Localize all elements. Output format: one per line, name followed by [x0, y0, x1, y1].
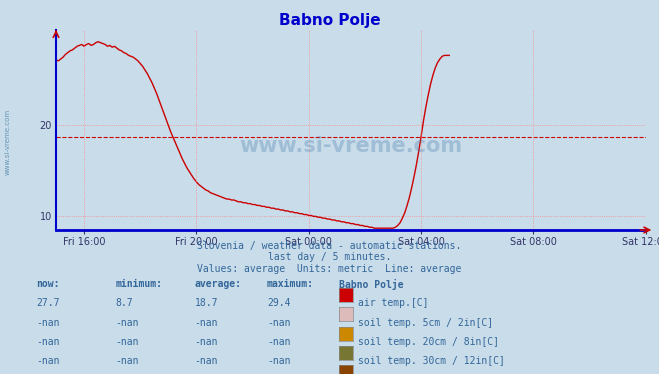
- Text: maximum:: maximum:: [267, 279, 314, 289]
- Text: -nan: -nan: [267, 318, 291, 328]
- Text: 29.4: 29.4: [267, 298, 291, 308]
- Text: 27.7: 27.7: [36, 298, 60, 308]
- Text: Babno Polje: Babno Polje: [339, 279, 404, 289]
- Text: Slovenia / weather data - automatic stations.: Slovenia / weather data - automatic stat…: [197, 241, 462, 251]
- Text: minimum:: minimum:: [115, 279, 162, 289]
- Text: 8.7: 8.7: [115, 298, 133, 308]
- Text: -nan: -nan: [36, 318, 60, 328]
- Text: -nan: -nan: [115, 337, 139, 347]
- Text: -nan: -nan: [194, 337, 218, 347]
- Text: -nan: -nan: [115, 318, 139, 328]
- Text: www.si-vreme.com: www.si-vreme.com: [239, 136, 463, 156]
- Text: soil temp. 20cm / 8in[C]: soil temp. 20cm / 8in[C]: [358, 337, 499, 347]
- Text: -nan: -nan: [36, 337, 60, 347]
- Text: -nan: -nan: [267, 337, 291, 347]
- Text: -nan: -nan: [194, 318, 218, 328]
- Text: -nan: -nan: [36, 356, 60, 367]
- Text: soil temp. 30cm / 12in[C]: soil temp. 30cm / 12in[C]: [358, 356, 505, 367]
- Text: air temp.[C]: air temp.[C]: [358, 298, 428, 308]
- Text: last day / 5 minutes.: last day / 5 minutes.: [268, 252, 391, 263]
- Text: -nan: -nan: [267, 356, 291, 367]
- Text: soil temp. 5cm / 2in[C]: soil temp. 5cm / 2in[C]: [358, 318, 493, 328]
- Text: -nan: -nan: [194, 356, 218, 367]
- Text: now:: now:: [36, 279, 60, 289]
- Text: Values: average  Units: metric  Line: average: Values: average Units: metric Line: aver…: [197, 264, 462, 274]
- Text: -nan: -nan: [115, 356, 139, 367]
- Text: www.si-vreme.com: www.si-vreme.com: [5, 109, 11, 175]
- Text: average:: average:: [194, 279, 241, 289]
- Text: 18.7: 18.7: [194, 298, 218, 308]
- Text: Babno Polje: Babno Polje: [279, 13, 380, 28]
